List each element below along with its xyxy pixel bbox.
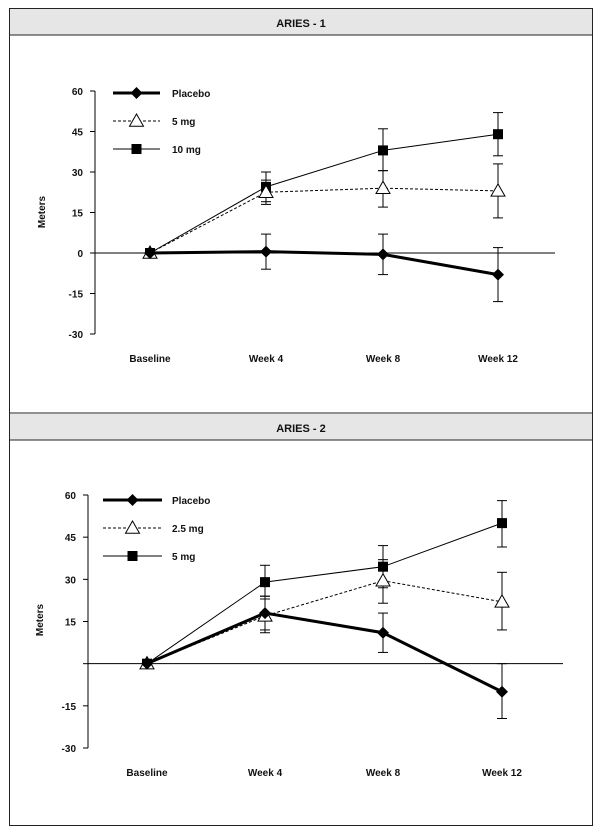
panel-2-x-tick-label: Baseline bbox=[126, 768, 168, 779]
panel-1-point-triangle-open bbox=[490, 182, 506, 197]
panel-1-point-triangle-open bbox=[375, 180, 391, 194]
panel-2-y-tick-label: 60 bbox=[65, 491, 77, 502]
panel-2-y-tick-label: -30 bbox=[62, 744, 77, 755]
panel-1-y-tick-label: -15 bbox=[69, 290, 84, 301]
panel-1-legend-marker bbox=[130, 87, 143, 99]
panel-1-series-line-2 bbox=[149, 187, 499, 254]
panel-2-y-axis-label: Meters bbox=[35, 603, 46, 636]
panel-1-legend-label: 10 mg bbox=[172, 145, 201, 156]
panel-1-y-tick-label: 45 bbox=[72, 128, 84, 139]
panel-2-point-triangle-open bbox=[494, 593, 510, 608]
panel-1-point-square bbox=[493, 129, 503, 140]
panel-2-legend-label: 5 mg bbox=[172, 552, 195, 563]
panel-1-point-diamond bbox=[260, 245, 272, 258]
panel-2-header bbox=[10, 414, 592, 440]
panel-1-y-tick-label: 60 bbox=[72, 87, 84, 98]
panel-1-series-line-3 bbox=[149, 133, 499, 254]
panel-2-y-tick-label: 45 bbox=[65, 533, 77, 544]
panel-2-legend-marker bbox=[126, 494, 139, 506]
panel-1-header bbox=[10, 9, 592, 35]
panel-1-y-tick-label: 0 bbox=[77, 249, 83, 260]
panel-2-point-square bbox=[497, 518, 507, 529]
panel-1-legend-marker bbox=[128, 112, 145, 127]
panel-2-point-triangle-open bbox=[375, 572, 391, 587]
panel-1-series-line-1 bbox=[149, 250, 499, 277]
panel-2-legend-label: Placebo bbox=[172, 496, 210, 507]
panel-2-point-diamond bbox=[377, 626, 389, 639]
panel-2-point-square bbox=[260, 577, 270, 588]
panel-1-point-square bbox=[378, 145, 388, 156]
panel-2-series-line-2 bbox=[146, 580, 503, 665]
panel-2-y-tick-label: 15 bbox=[65, 618, 77, 629]
panel-1-x-tick-label: Week 12 bbox=[478, 354, 518, 365]
panel-2-legend-marker bbox=[127, 551, 138, 561]
panel-2-series-line-1 bbox=[146, 611, 503, 694]
panel-2-point-diamond bbox=[259, 607, 271, 620]
panel-1-point-diamond bbox=[377, 248, 389, 261]
panel-2-y-tick-label: 30 bbox=[65, 575, 77, 586]
panel-1-point-diamond bbox=[144, 247, 156, 259]
panel-1-y-tick-label: 15 bbox=[72, 209, 84, 220]
panel-2-legend-marker bbox=[124, 519, 141, 534]
figure-frame bbox=[9, 8, 593, 826]
panel-2-y-tick-label: -15 bbox=[62, 702, 77, 713]
panel-1-x-tick-label: Week 8 bbox=[366, 354, 401, 365]
panel-1-x-tick-label: Week 4 bbox=[249, 354, 284, 365]
panel-1-y-axis-label: Meters bbox=[37, 195, 48, 228]
panel-2-series-line-3 bbox=[146, 522, 503, 665]
panel-1-point-triangle-open bbox=[258, 184, 274, 198]
panel-1-point-diamond bbox=[492, 268, 504, 281]
panel-1-legend-marker bbox=[131, 144, 142, 154]
panel-1-legend-label: Placebo bbox=[172, 89, 210, 100]
panel-2-title: ARIES - 2 bbox=[276, 423, 326, 435]
panel-1-legend-label: 5 mg bbox=[172, 117, 195, 128]
panel-1-title: ARIES - 1 bbox=[276, 18, 326, 30]
panel-2-x-tick-label: Week 4 bbox=[248, 768, 283, 779]
panel-2-x-tick-label: Week 8 bbox=[366, 768, 401, 779]
panel-1-y-tick-label: 30 bbox=[72, 168, 84, 179]
panel-2-point-diamond bbox=[496, 685, 508, 698]
panel-2-x-tick-label: Week 12 bbox=[482, 768, 522, 779]
panel-1-x-tick-label: Baseline bbox=[129, 354, 171, 365]
panel-2-point-square bbox=[378, 561, 388, 572]
plot-layer: 60 45 30 15 0 -15 -30 Baseline Week 4 Week 8 Week … bbox=[62, 87, 563, 779]
panel-2-legend-label: 2.5 mg bbox=[172, 524, 204, 535]
panel-1-y-tick-label: -30 bbox=[69, 330, 84, 341]
panel-2-point-diamond bbox=[141, 657, 153, 670]
